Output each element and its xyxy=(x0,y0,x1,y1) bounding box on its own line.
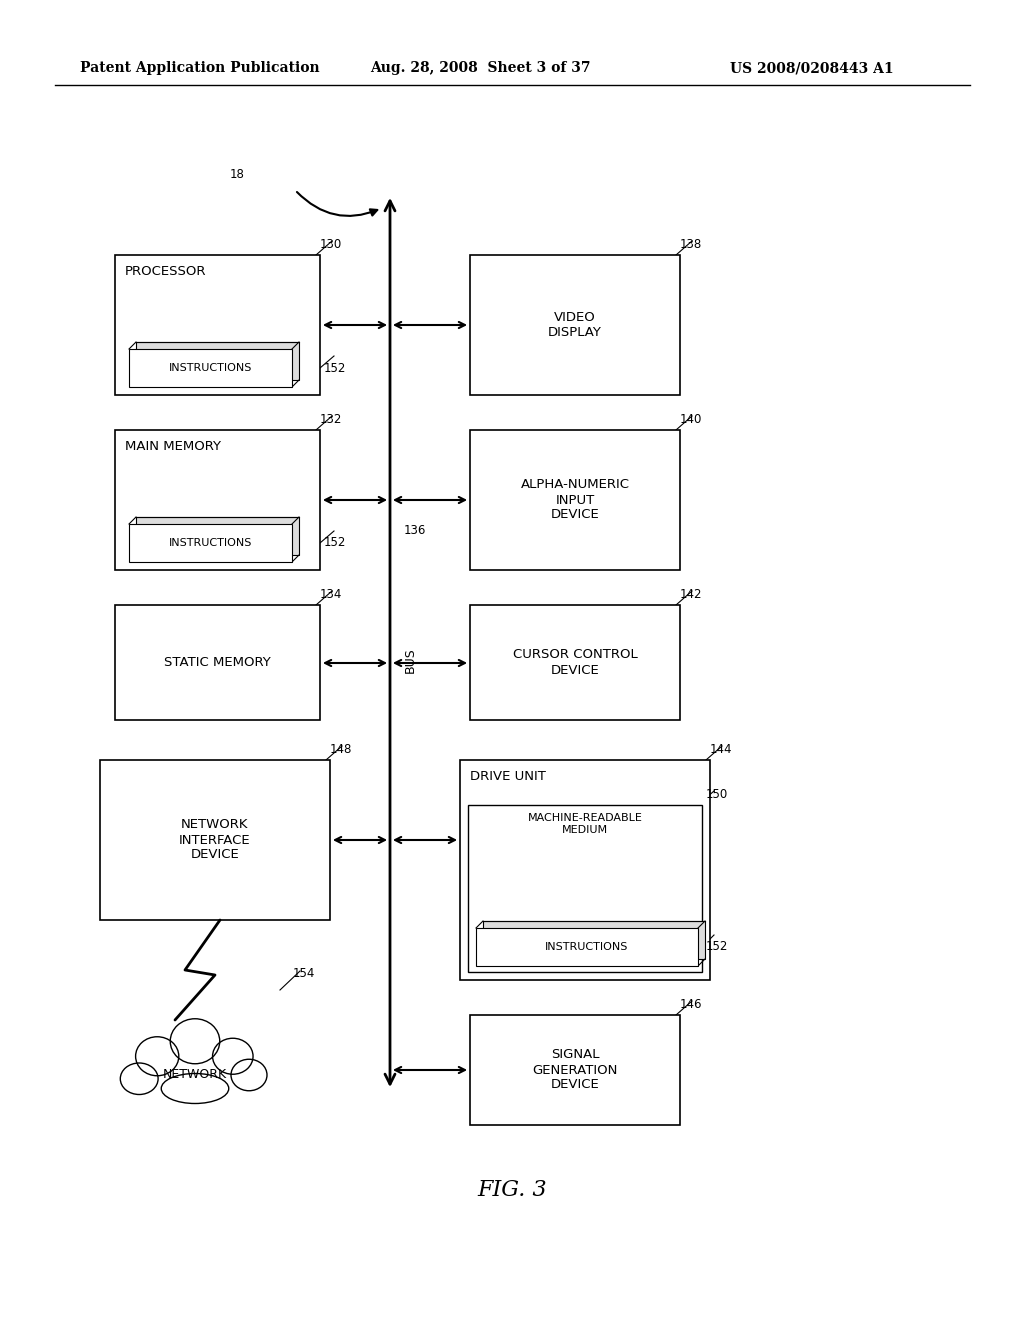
Text: 152: 152 xyxy=(706,940,728,953)
Text: NETWORK
INTERFACE
DEVICE: NETWORK INTERFACE DEVICE xyxy=(179,818,251,862)
Text: 152: 152 xyxy=(324,536,346,549)
Bar xyxy=(468,805,702,972)
Text: 142: 142 xyxy=(680,587,702,601)
Text: DRIVE UNIT: DRIVE UNIT xyxy=(470,770,546,783)
Text: 148: 148 xyxy=(330,743,352,756)
Bar xyxy=(129,524,292,562)
Text: NETWORK: NETWORK xyxy=(163,1068,227,1081)
Text: INSTRUCTIONS: INSTRUCTIONS xyxy=(169,363,252,374)
Text: Aug. 28, 2008  Sheet 3 of 37: Aug. 28, 2008 Sheet 3 of 37 xyxy=(370,61,591,75)
Text: 18: 18 xyxy=(230,169,245,181)
Bar xyxy=(129,348,292,387)
Text: SIGNAL
GENERATION
DEVICE: SIGNAL GENERATION DEVICE xyxy=(532,1048,617,1092)
Text: MAIN MEMORY: MAIN MEMORY xyxy=(125,440,221,453)
Text: 136: 136 xyxy=(404,524,426,536)
Bar xyxy=(100,760,330,920)
Text: 138: 138 xyxy=(680,238,702,251)
Text: 152: 152 xyxy=(324,362,346,375)
Bar xyxy=(470,1015,680,1125)
Ellipse shape xyxy=(231,1059,267,1090)
Text: Patent Application Publication: Patent Application Publication xyxy=(80,61,319,75)
Bar xyxy=(136,517,299,554)
Text: 140: 140 xyxy=(680,413,702,426)
Text: MACHINE-READABLE
MEDIUM: MACHINE-READABLE MEDIUM xyxy=(527,813,642,834)
Bar xyxy=(483,921,705,960)
Bar xyxy=(115,430,319,570)
Text: 144: 144 xyxy=(710,743,732,756)
Text: 132: 132 xyxy=(319,413,342,426)
Text: INSTRUCTIONS: INSTRUCTIONS xyxy=(546,942,629,952)
Text: PROCESSOR: PROCESSOR xyxy=(125,265,207,279)
Text: CURSOR CONTROL
DEVICE: CURSOR CONTROL DEVICE xyxy=(513,648,637,676)
Text: ALPHA-NUMERIC
INPUT
DEVICE: ALPHA-NUMERIC INPUT DEVICE xyxy=(520,479,630,521)
Text: 154: 154 xyxy=(293,968,315,979)
Bar xyxy=(470,430,680,570)
Text: BUS: BUS xyxy=(404,647,417,673)
Ellipse shape xyxy=(213,1039,253,1074)
Text: VIDEO
DISPLAY: VIDEO DISPLAY xyxy=(548,312,602,339)
Bar xyxy=(470,255,680,395)
Bar xyxy=(136,342,299,380)
Bar xyxy=(460,760,710,979)
Text: FIG. 3: FIG. 3 xyxy=(477,1179,547,1201)
Text: US 2008/0208443 A1: US 2008/0208443 A1 xyxy=(730,61,894,75)
Text: 134: 134 xyxy=(319,587,342,601)
Ellipse shape xyxy=(170,1019,220,1064)
Bar xyxy=(115,605,319,719)
Bar xyxy=(476,928,698,966)
Text: 146: 146 xyxy=(680,998,702,1011)
Text: STATIC MEMORY: STATIC MEMORY xyxy=(164,656,271,669)
Text: 130: 130 xyxy=(319,238,342,251)
Ellipse shape xyxy=(161,1073,228,1104)
Ellipse shape xyxy=(135,1036,179,1076)
Text: INSTRUCTIONS: INSTRUCTIONS xyxy=(169,539,252,548)
Text: 150: 150 xyxy=(706,788,728,801)
Bar xyxy=(115,255,319,395)
Ellipse shape xyxy=(120,1063,158,1094)
Bar xyxy=(470,605,680,719)
